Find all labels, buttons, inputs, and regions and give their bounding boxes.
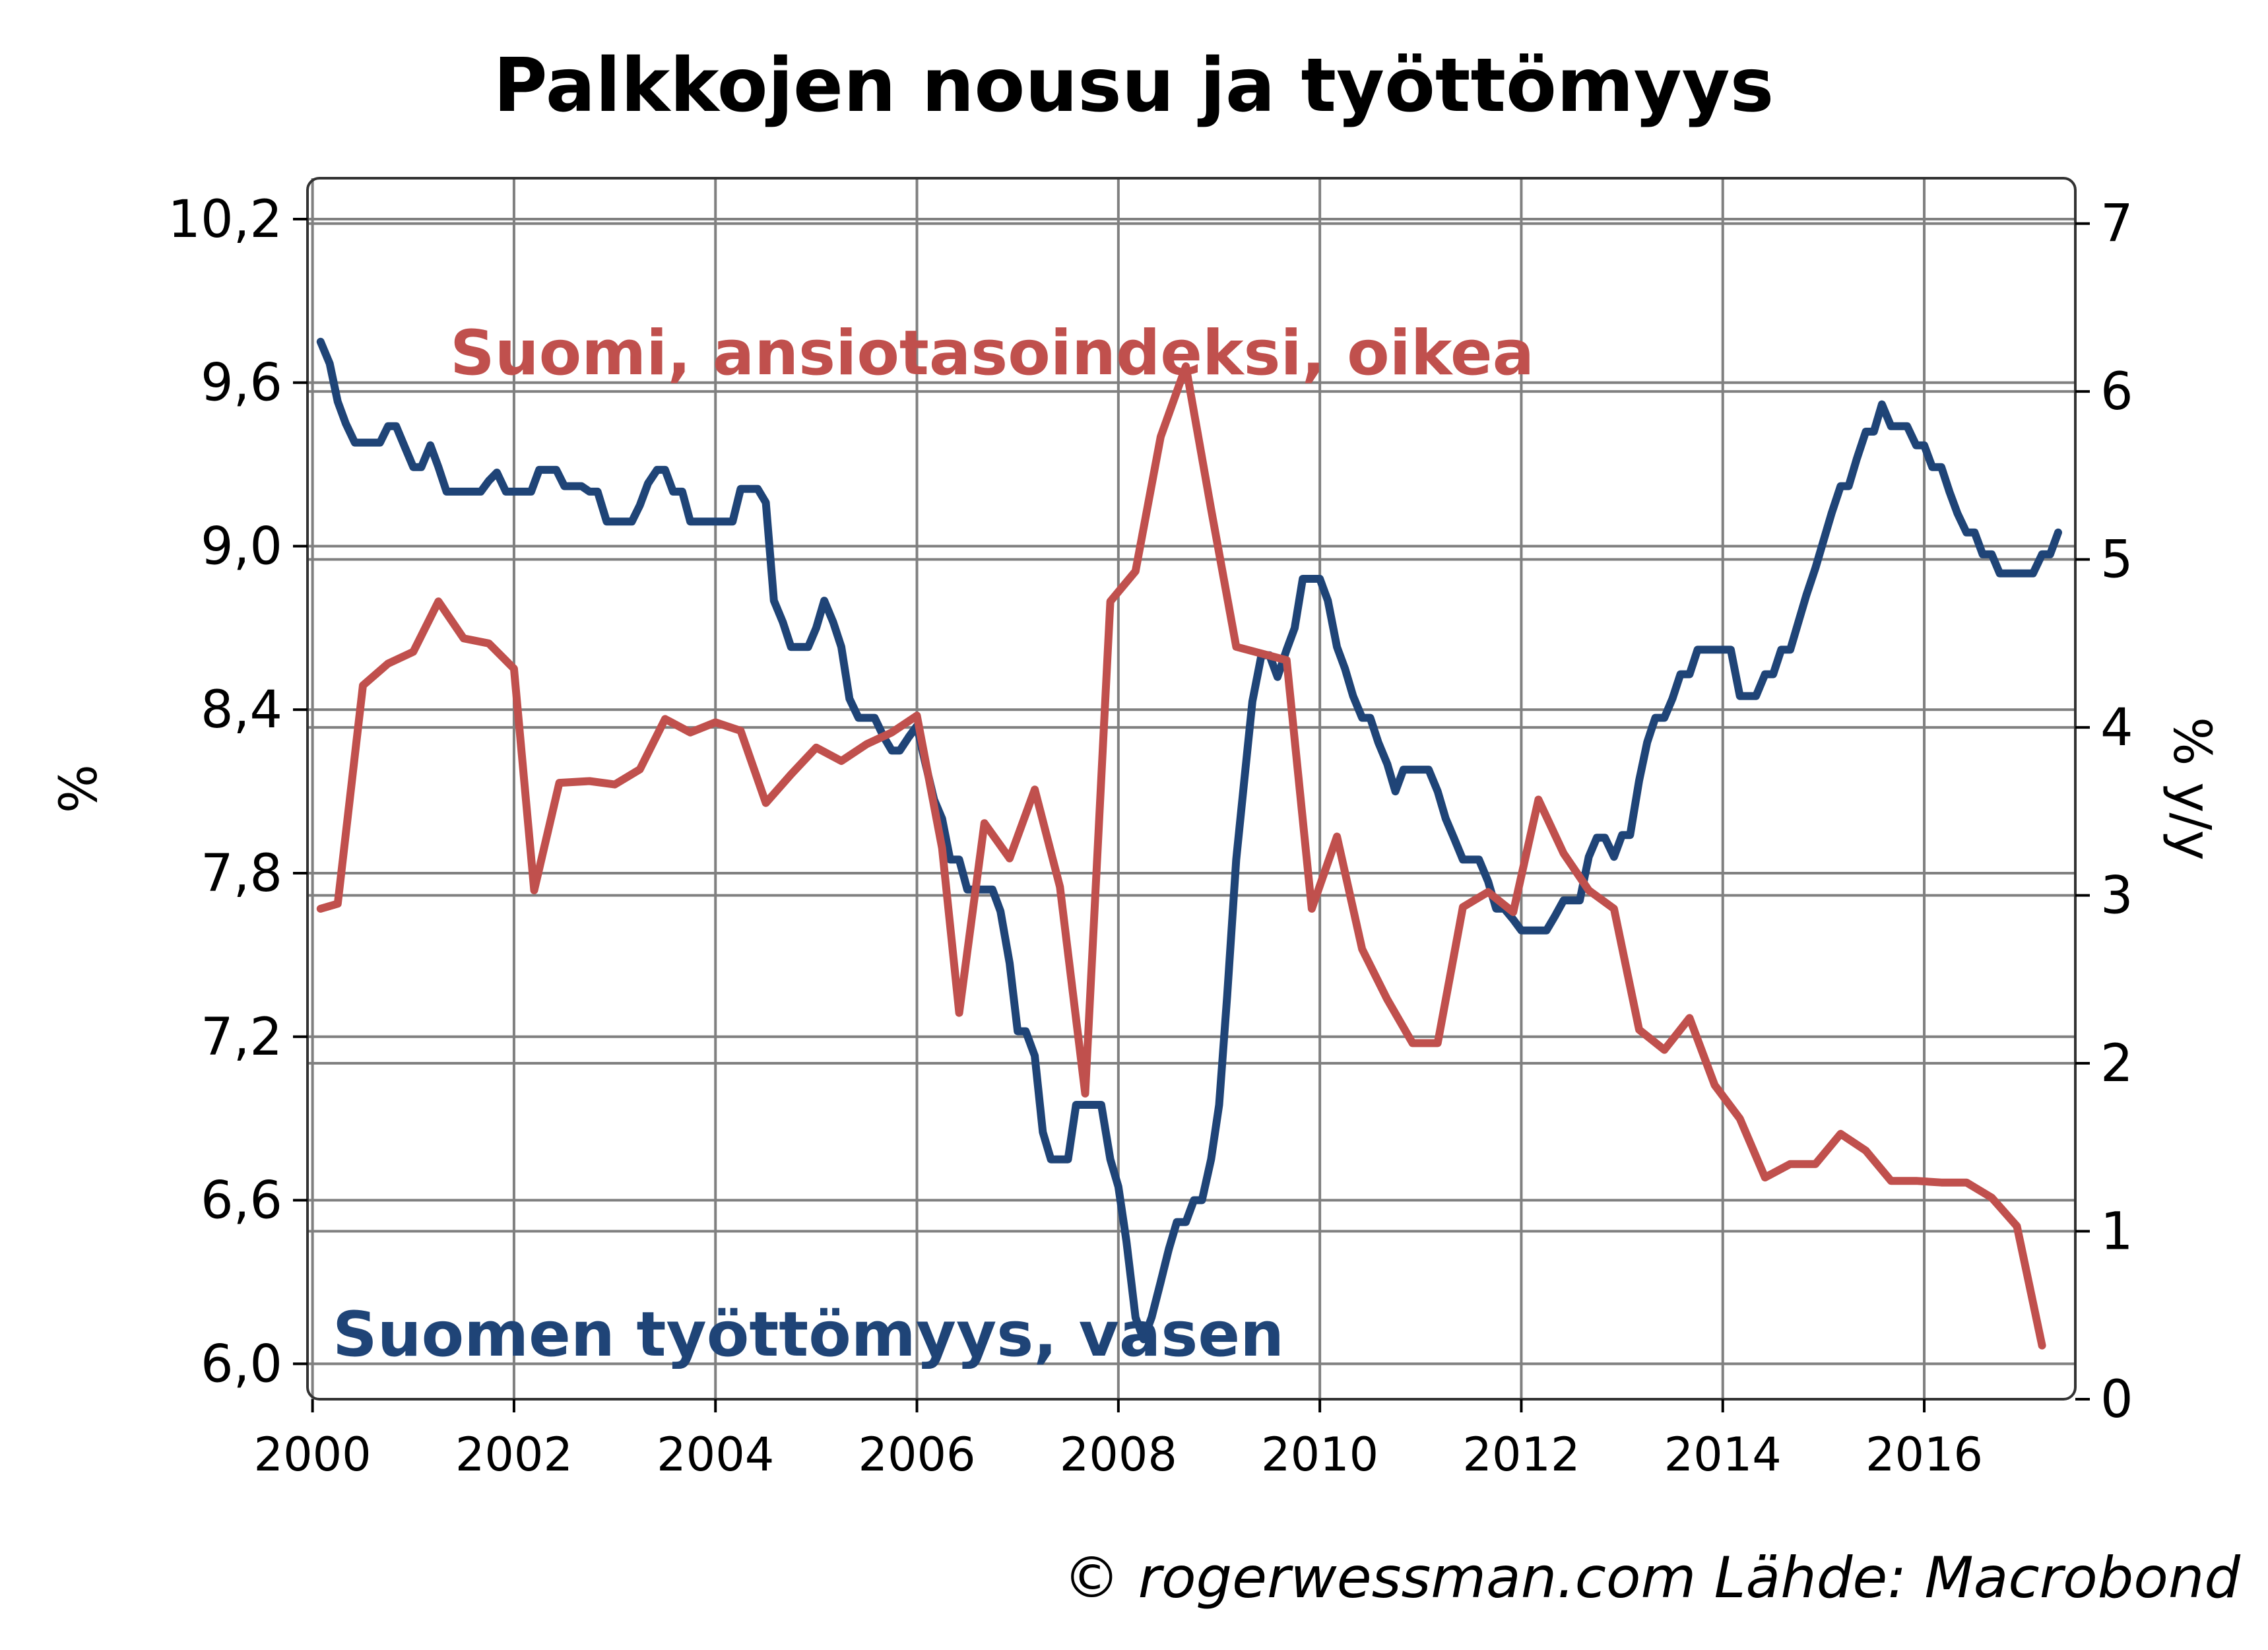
series-label-wage-index: Suomi, ansiotasoindeksi, oikea — [450, 317, 1534, 389]
right-tick-label: 4 — [2100, 698, 2133, 758]
series-line-wage-index — [316, 362, 2046, 1350]
x-tick-label: 2004 — [657, 1428, 774, 1482]
x-axis: 2000 2002 2004 2006 2008 2010 2012 2014 2016 — [254, 1399, 1983, 1482]
right-tick-label: 1 — [2100, 1203, 2133, 1262]
left-tick-label: 9,0 — [201, 517, 282, 576]
x-tick-label: 2010 — [1261, 1428, 1378, 1482]
right-tick-label: 3 — [2100, 867, 2133, 926]
series-lines — [316, 337, 2062, 1350]
chart-title: Palkkojen nousu ja työttömyys — [494, 43, 1774, 129]
right-tick-label: 6 — [2100, 362, 2133, 422]
right-tick-label: 2 — [2100, 1034, 2133, 1094]
left-tick-label: 7,2 — [201, 1008, 282, 1067]
left-tick-label: 6,6 — [201, 1172, 282, 1231]
x-tick-label: 2016 — [1865, 1428, 1983, 1482]
x-tick-label: 2006 — [858, 1428, 975, 1482]
source-credit: © rogerwessman.com Lähde: Macrobond — [1063, 1545, 2240, 1611]
x-tick-label: 2012 — [1462, 1428, 1580, 1482]
series-line-unemployment — [316, 337, 2062, 1344]
left-axis-label: % — [49, 764, 109, 813]
series-label-unemployment: Suomen työttömyys, vasen — [333, 1299, 1284, 1371]
grid — [308, 178, 2075, 1399]
left-tick-label: 9,6 — [201, 354, 282, 413]
x-tick-label: 2000 — [254, 1428, 372, 1482]
right-tick-label: 7 — [2100, 195, 2133, 254]
left-tick-label: 7,8 — [201, 844, 282, 904]
plot-frame — [306, 177, 2077, 1401]
right-tick-label: 0 — [2100, 1370, 2133, 1430]
left-tick-label: 10,2 — [168, 190, 282, 249]
left-tick-label: 8,4 — [201, 680, 282, 740]
right-tick-label: 5 — [2100, 531, 2133, 590]
x-tick-label: 2008 — [1060, 1428, 1177, 1482]
left-axis: 6,0 6,6 7,2 7,8 8,4 9,0 9,6 10,2 — [168, 190, 308, 1394]
x-tick-label: 2002 — [455, 1428, 573, 1482]
x-tick-label: 2014 — [1664, 1428, 1782, 1482]
right-axis-label: % y/y — [2162, 717, 2221, 861]
right-axis: 0 1 2 3 4 5 6 7 — [2075, 195, 2133, 1430]
left-tick-label: 6,0 — [201, 1335, 282, 1394]
